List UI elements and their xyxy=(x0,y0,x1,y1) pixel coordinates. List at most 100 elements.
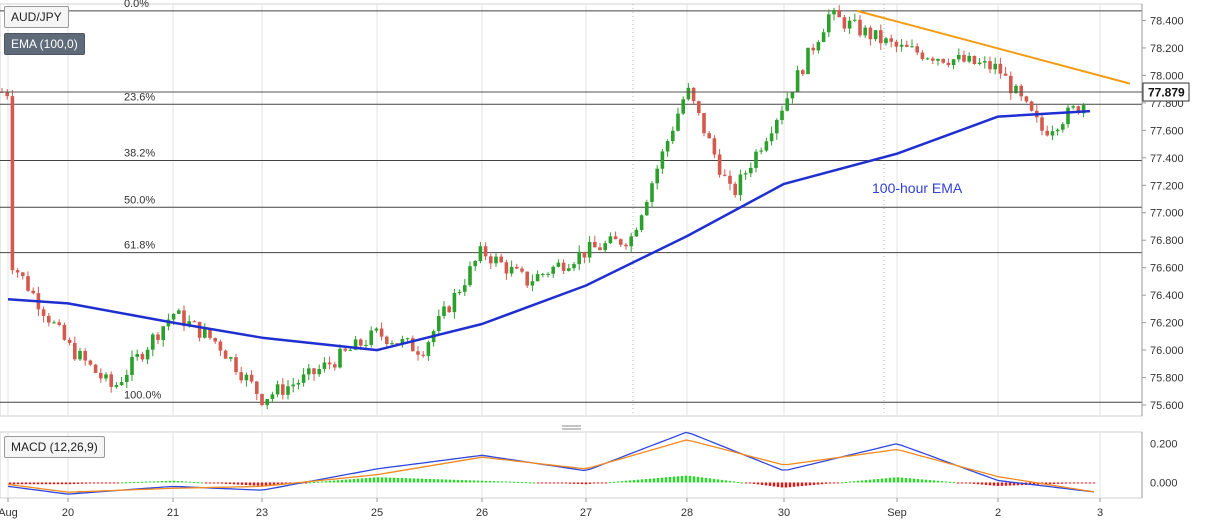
symbol-label[interactable]: AUD/JPY xyxy=(4,6,69,28)
candle-up xyxy=(145,349,150,360)
x-tick-label: 20 xyxy=(62,507,74,519)
candle-up xyxy=(957,54,961,60)
macd-histogram-bar xyxy=(176,481,180,483)
macd-histogram-bar xyxy=(668,476,672,483)
macd-histogram-bar xyxy=(988,482,992,486)
candle-up xyxy=(535,274,540,282)
candle-down xyxy=(41,309,46,316)
candle-down xyxy=(88,360,93,365)
macd-histogram-bar xyxy=(808,482,812,486)
macd-histogram-bar xyxy=(404,478,408,483)
macd-histogram-bar xyxy=(360,478,364,483)
candle-up xyxy=(374,328,379,331)
macd-histogram-bar xyxy=(396,477,400,483)
candle-up xyxy=(473,260,477,267)
candle-up xyxy=(78,350,82,360)
candle-up xyxy=(681,99,685,114)
macd-histogram-bar xyxy=(268,482,272,486)
candle-down xyxy=(707,133,711,139)
candle-up xyxy=(541,273,545,275)
candle-down xyxy=(239,372,243,381)
candle-down xyxy=(1009,75,1013,94)
macd-histogram-bar xyxy=(796,482,800,487)
macd-histogram-bar xyxy=(480,480,484,483)
macd-histogram-bar xyxy=(608,482,612,484)
macd-histogram-bar xyxy=(140,481,144,483)
macd-histogram-bar xyxy=(264,482,268,486)
candle-down xyxy=(83,350,87,361)
macd-histogram-bar xyxy=(800,482,804,487)
macd-histogram-bar xyxy=(108,482,112,484)
candle-down xyxy=(218,341,223,351)
panel-splitter-handle[interactable] xyxy=(562,425,581,430)
candle-down xyxy=(1045,130,1049,136)
candle-down xyxy=(57,322,61,325)
macd-histogram-bar xyxy=(400,478,404,483)
candle-down xyxy=(931,58,935,61)
macd-histogram-bar xyxy=(872,479,876,483)
macd-histogram-bar xyxy=(380,477,384,483)
candle-down xyxy=(489,256,493,264)
candle-up xyxy=(686,87,691,100)
x-tick-label: 26 xyxy=(476,507,488,519)
macd-histogram-bar xyxy=(1056,482,1060,484)
macd-histogram-bar xyxy=(588,482,592,484)
candle-down xyxy=(156,334,160,341)
macd-histogram-bar xyxy=(728,480,732,483)
candle-down xyxy=(525,271,529,286)
candle-down xyxy=(447,306,451,313)
macd-histogram-bar xyxy=(1000,482,1004,486)
macd-histogram-bar xyxy=(364,478,368,483)
candle-up xyxy=(151,334,155,350)
macd-histogram-bar xyxy=(468,480,472,483)
candle-down xyxy=(723,174,727,176)
candle-up xyxy=(806,47,810,75)
macd-histogram-bar xyxy=(1068,482,1072,484)
candle-down xyxy=(905,44,909,47)
candle-down xyxy=(333,364,337,368)
macd-histogram-bar xyxy=(16,482,20,485)
ema-indicator-label[interactable]: EMA (100,0) xyxy=(4,33,85,55)
candle-up xyxy=(884,38,888,44)
macd-histogram-bar xyxy=(376,477,380,483)
macd-histogram-bar xyxy=(40,482,44,485)
macd-histogram-bar xyxy=(980,482,984,485)
macd-indicator-label[interactable]: MACD (12,26,9) xyxy=(4,436,105,458)
x-tick-label: 23 xyxy=(256,507,268,519)
candle-up xyxy=(1061,124,1065,130)
macd-histogram-bar xyxy=(900,477,904,483)
macd-histogram-bar xyxy=(1080,482,1084,484)
macd-histogram-bar xyxy=(88,482,92,484)
macd-histogram-bar xyxy=(960,482,964,484)
macd-histogram-bar xyxy=(340,479,344,483)
candle-up xyxy=(364,344,368,346)
candle-up xyxy=(135,353,139,357)
y-tick-label: 77.600 xyxy=(1150,125,1184,137)
macd-histogram-bar xyxy=(756,482,760,485)
macd-histogram-bar xyxy=(632,480,636,483)
macd-histogram-bar xyxy=(852,481,856,483)
macd-histogram-bar xyxy=(840,482,844,484)
candle-up xyxy=(629,236,633,247)
candle-up xyxy=(130,356,134,375)
macd-histogram-bar xyxy=(640,479,644,483)
macd-histogram-bar xyxy=(160,481,164,483)
candle-up xyxy=(655,168,659,184)
macd-histogram-bar xyxy=(644,479,648,483)
macd-histogram-bar xyxy=(516,481,520,483)
candle-down xyxy=(343,348,347,351)
candle-down xyxy=(712,138,717,155)
macd-histogram-bar xyxy=(904,478,908,483)
macd-histogram-bar xyxy=(76,482,80,484)
macd-histogram-bar xyxy=(256,482,260,486)
macd-histogram-bar xyxy=(792,482,796,487)
y-tick-label: 77.000 xyxy=(1150,208,1184,220)
macd-histogram-bar xyxy=(388,477,392,483)
current-price-marker: 77.879 xyxy=(0,82,1190,102)
macd-histogram-bar xyxy=(432,479,436,483)
macd-histogram-bar xyxy=(464,480,468,483)
macd-histogram-bar xyxy=(676,476,680,483)
macd-histogram-bar xyxy=(112,482,116,484)
macd-histogram-bar xyxy=(592,482,596,484)
